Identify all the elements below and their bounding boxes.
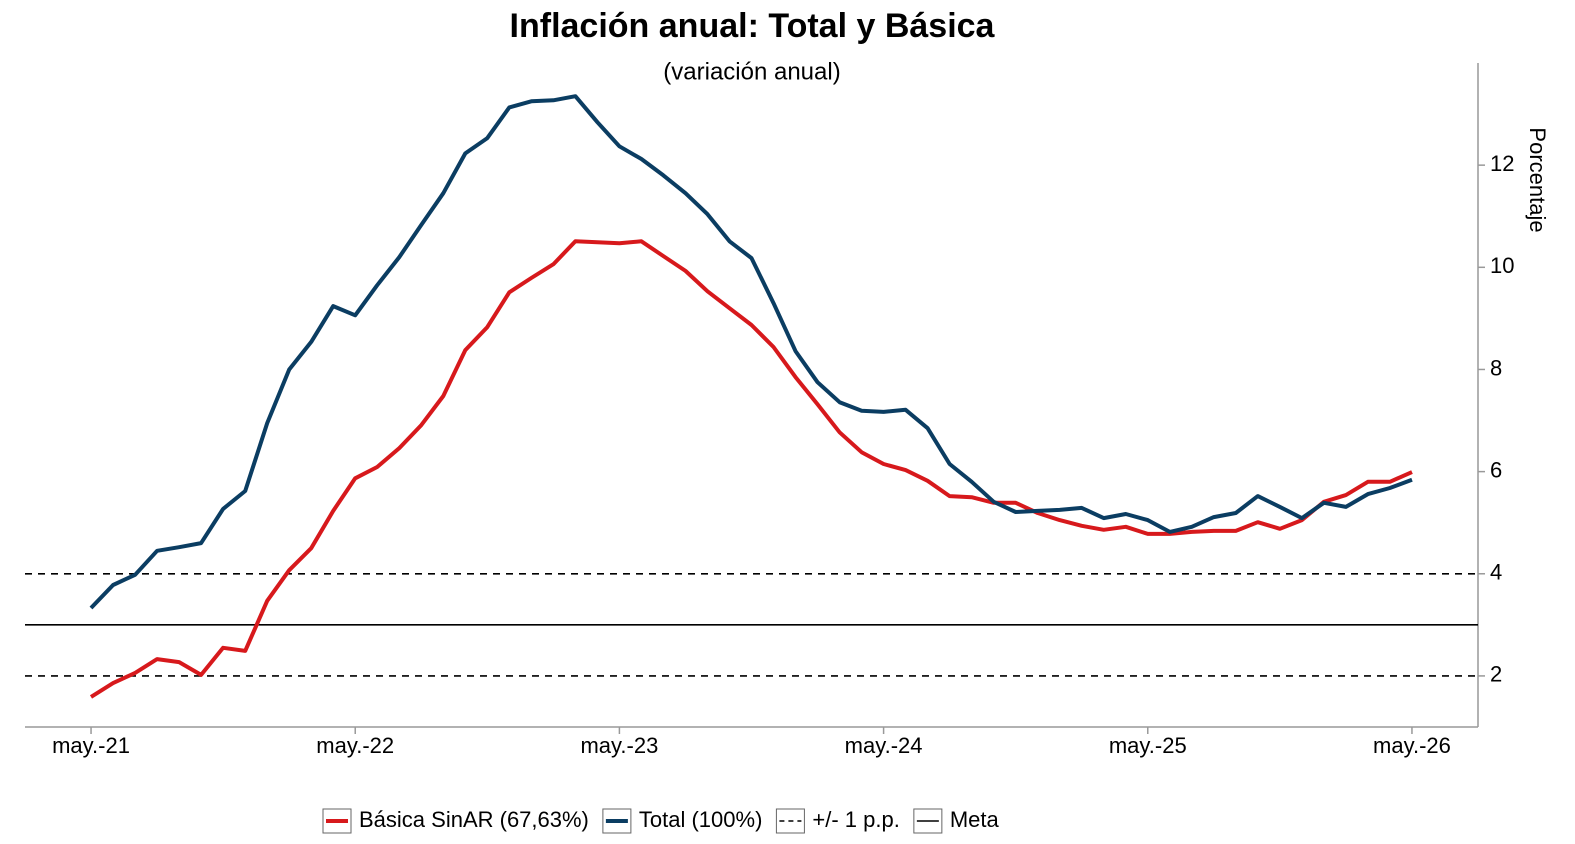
x-tick-label: may.-21 [52,733,130,758]
chart-title: Inflación anual: Total y Básica [510,7,996,45]
y-tick-label: 6 [1490,457,1502,482]
line-series [89,239,1413,699]
y-tick-label: 4 [1490,560,1502,585]
legend-label: Meta [950,807,1000,832]
line-series [89,94,1413,610]
x-tick-label: may.-26 [1373,733,1451,758]
y-axis-label: Porcentaje [1525,127,1550,232]
x-tick-label: may.-22 [316,733,394,758]
x-tick-label: may.-25 [1109,733,1187,758]
y-tick-label: 10 [1490,253,1514,278]
y-tick-label: 2 [1490,662,1502,687]
y-tick-label: 8 [1490,355,1502,380]
legend-label: +/- 1 p.p. [812,807,899,832]
legend-label: Básica SinAR (67,63%) [359,807,589,832]
legend-label: Total (100%) [639,807,763,832]
chart-subtitle: (variación anual) [663,58,840,85]
x-tick-label: may.-24 [845,733,923,758]
x-tick-label: may.-23 [580,733,658,758]
y-tick-label: 12 [1490,151,1514,176]
